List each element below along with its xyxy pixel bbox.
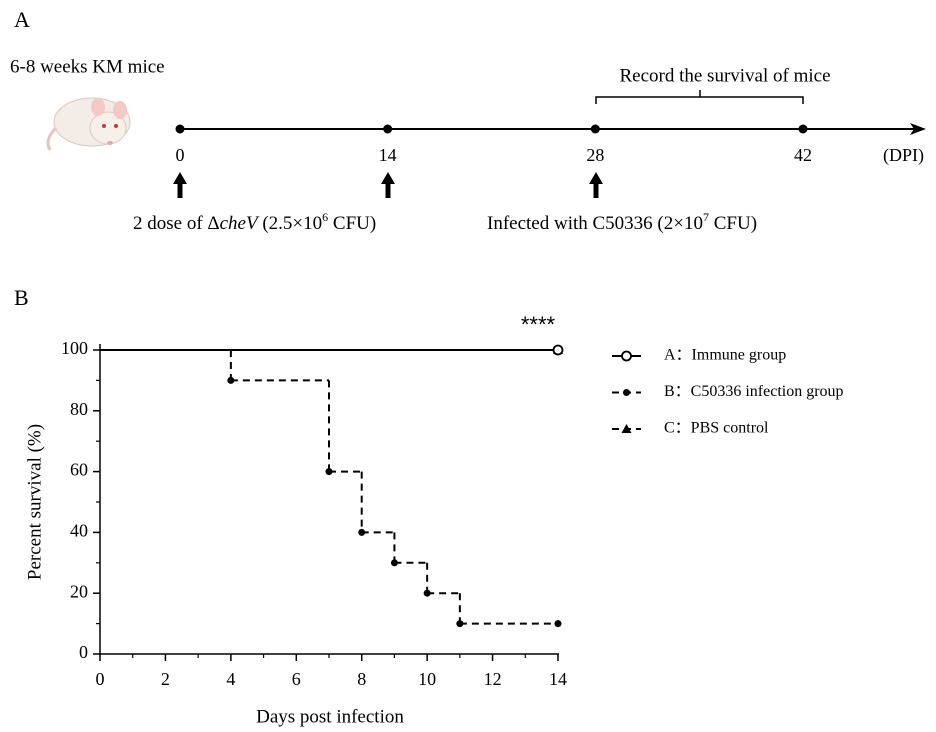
point-marker	[456, 620, 464, 628]
panel-label: A	[14, 7, 30, 32]
timeline-label: 42	[794, 145, 812, 165]
x-tick-label: 2	[161, 669, 170, 689]
point-marker	[325, 468, 333, 476]
timeline-arrowhead	[910, 123, 926, 135]
y-tick-label: 60	[70, 460, 88, 480]
significance-annotation: ****	[521, 312, 556, 337]
legend-label: C：PBS control	[664, 420, 769, 437]
legend-label: B：C50336 infection group	[664, 383, 844, 400]
point-marker	[423, 589, 431, 597]
timeline-label: 28	[586, 145, 604, 165]
x-tick-label: 4	[226, 669, 235, 689]
x-tick-label: 8	[357, 669, 366, 689]
event-arrows	[173, 172, 603, 198]
point-marker	[390, 559, 398, 567]
y-axis-title: Percent survival (%)	[24, 424, 45, 580]
legend-marker	[621, 350, 632, 362]
infection-label: Infected with C50336 (2×107 CFU)	[487, 210, 757, 235]
timeline-point	[175, 124, 185, 134]
timeline-point	[590, 124, 600, 134]
y-tick-label: 20	[70, 581, 88, 601]
timeline-label: 14	[379, 145, 397, 165]
y-tick-label: 100	[61, 338, 88, 358]
unit-label: (DPI)	[883, 145, 924, 166]
x-tick-label: 10	[418, 669, 436, 689]
timeline-label: 0	[176, 145, 185, 165]
subject-label: 6-8 weeks KM mice	[10, 56, 165, 77]
point-marker	[358, 528, 366, 536]
timeline-point	[798, 124, 808, 134]
panel-label: B	[14, 285, 29, 310]
y-tick-label: 40	[70, 521, 88, 541]
record-label: Record the survival of mice	[619, 65, 830, 86]
legend-marker	[623, 389, 630, 396]
record-bracket	[595, 90, 804, 104]
point-marker	[227, 376, 235, 384]
timeline-point	[383, 124, 393, 134]
x-tick-label: 6	[292, 669, 301, 689]
x-tick-label: 14	[549, 669, 567, 689]
dose-label: 2 dose of ΔcheV (2.5×106 CFU)	[133, 210, 376, 235]
y-tick-label: 80	[70, 399, 88, 419]
point-marker	[554, 620, 562, 628]
legend-marker	[621, 424, 632, 433]
censor-marker	[552, 344, 564, 356]
legend-label: A：Immune group	[664, 347, 786, 364]
x-tick-label: 12	[484, 669, 502, 689]
y-tick-label: 0	[79, 642, 88, 662]
mouse-icon	[46, 97, 131, 151]
x-tick-label: 0	[96, 669, 105, 689]
x-axis-title: Days post infection	[256, 706, 404, 727]
